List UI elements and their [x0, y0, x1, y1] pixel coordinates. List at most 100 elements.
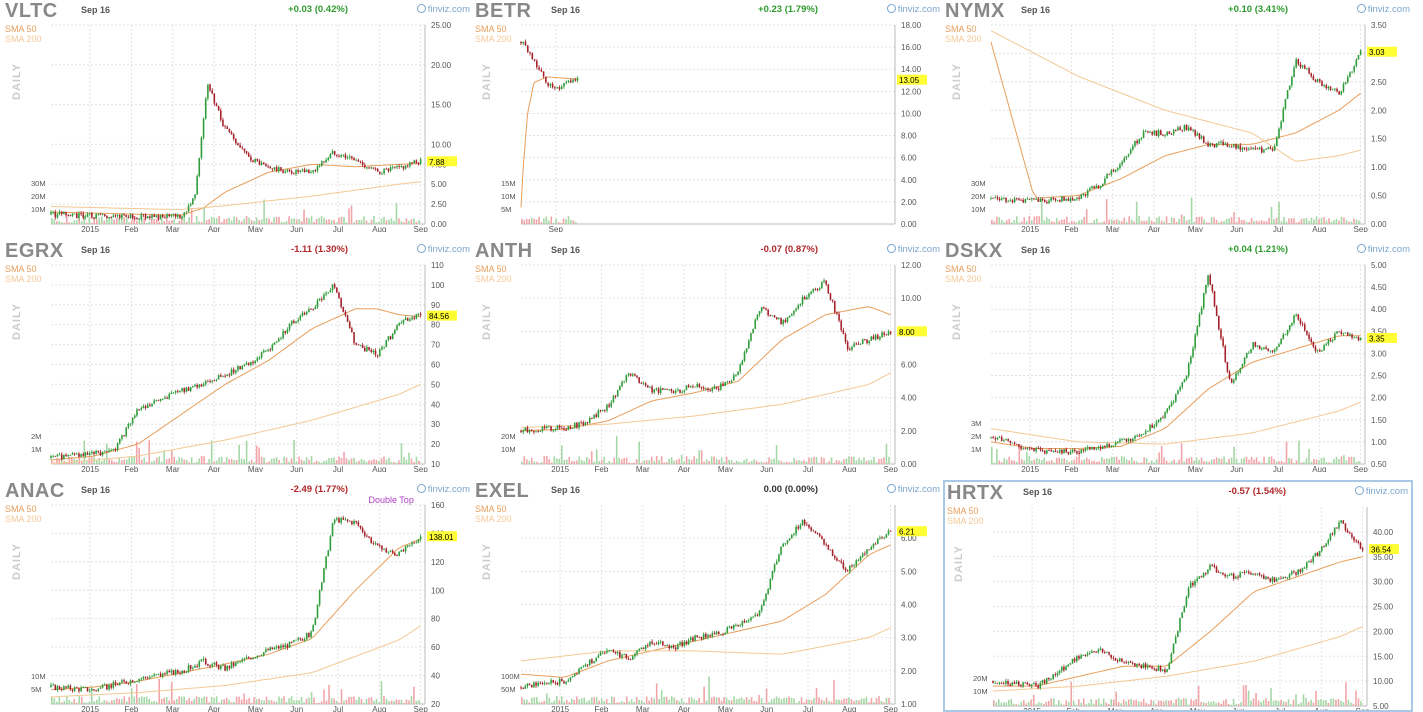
candle-body [994, 438, 997, 440]
finviz-brand[interactable]: finviz.com [1356, 4, 1410, 15]
volume-bar [378, 702, 380, 704]
candle-body [1033, 448, 1035, 452]
finviz-brand[interactable]: finviz.com [886, 484, 940, 495]
candle-body [97, 688, 100, 691]
y-tick-label: 35.00 [1373, 553, 1394, 562]
candle-body [1071, 198, 1074, 201]
volume-bar [1080, 460, 1083, 464]
volume-bar [390, 461, 393, 464]
candle-body [1258, 147, 1261, 150]
volume-bar [1160, 446, 1163, 464]
candle-body [1048, 450, 1050, 452]
volume-bar [578, 456, 581, 464]
volume-bar [748, 699, 750, 704]
chart-panel-hrtx[interactable]: 5.00 10.00 15.00 20.00 25.00 30.00 35.00 40.00 2… [943, 480, 1413, 712]
candle-body [95, 214, 97, 219]
volume-bar [123, 696, 126, 704]
volume-bar [1063, 458, 1066, 464]
volume-bar [755, 460, 758, 464]
volume-bar [853, 456, 855, 464]
chart-svg: 0.002.004.006.008.0010.0012.002015FebMar… [501, 261, 927, 472]
chart-panel-exel[interactable]: 1.00 2.00 3.00 4.00 5.00 6.00 2015 Feb Mar Apr May… [473, 480, 943, 712]
candle-body [724, 382, 726, 386]
chart-panel-anac[interactable]: 204060801001201401602015FebMarAprMayJunJ… [3, 480, 473, 712]
volume-bar [90, 222, 93, 224]
candle-body [1299, 319, 1302, 324]
chart-panel-nymx[interactable]: 0.000.501.001.502.002.503.003.502015FebM… [943, 0, 1413, 232]
volume-bar [530, 457, 533, 464]
volume-bar [155, 218, 158, 224]
candle-body [303, 639, 306, 641]
y-tick-label: 12.00 [901, 87, 922, 96]
volume-bar [848, 456, 850, 464]
volume-bar [418, 460, 420, 464]
volume-bar [1188, 219, 1190, 224]
chart-svg: 204060801001201401602015FebMarAprMayJunJ… [31, 495, 457, 712]
finviz-brand[interactable]: finviz.com [886, 4, 940, 15]
candle-body [383, 346, 385, 348]
candle-body [1310, 338, 1313, 342]
candle-body [1342, 84, 1345, 92]
volume-bar [205, 696, 208, 704]
candle-body [1340, 91, 1343, 95]
sma50-line [990, 335, 1361, 449]
volume-bar [223, 462, 225, 464]
sma50-legend: SMA 50 [5, 504, 37, 514]
candle-body [247, 657, 250, 659]
volume-bar [380, 458, 383, 464]
candle-body [1301, 65, 1304, 68]
volume-bar [1223, 221, 1225, 224]
volume-bar [1283, 216, 1285, 224]
chart-panel-egrx[interactable]: 10 20 30 40 50 60 70 80 90 100 110 2015 Feb Mar Apr May… [3, 240, 473, 472]
volume-bar [51, 217, 53, 224]
volume-bar [1050, 221, 1053, 224]
candle-body [411, 162, 413, 164]
volume-bar [800, 697, 803, 704]
volume-bar [583, 461, 586, 464]
volume-bar [615, 435, 618, 464]
candle-body [159, 673, 162, 677]
volume-bar [278, 459, 280, 464]
candle-body [702, 387, 705, 389]
candle-body [868, 549, 870, 551]
finviz-brand[interactable]: finviz.com [416, 484, 470, 495]
candle-body [1224, 574, 1226, 577]
volume-bar [1168, 222, 1170, 224]
volume-bar [655, 456, 658, 464]
volume-bar [148, 440, 151, 464]
finviz-brand[interactable]: finviz.com [416, 4, 470, 15]
last-price-tag [1367, 332, 1397, 343]
y-tick-label: 2.00 [901, 427, 917, 436]
chart-panel-betr[interactable]: 0.00 2.00 4.00 6.00 8.00 10.00 12.00 14.00 16.00… [473, 0, 943, 232]
chart-panel-anth[interactable]: 0.002.004.006.008.0010.0012.002015FebMar… [473, 240, 943, 472]
volume-bar [788, 696, 790, 704]
finviz-brand[interactable]: finviz.com [886, 244, 940, 255]
chart-panel-dskx[interactable]: 0.50 1.00 1.50 2.00 2.50 3.00 3.50 4.00 4.50 5.00… [943, 240, 1413, 472]
chart-panel-vltc[interactable]: 0.002.505.007.5010.0015.0020.0025.002015… [3, 0, 473, 232]
candle-body [250, 658, 252, 660]
candle-body [1278, 344, 1280, 347]
volume-bar [203, 696, 205, 704]
volume-bar [1053, 462, 1056, 464]
candle-body [741, 360, 744, 365]
candle-body [561, 427, 563, 429]
candle-body [595, 657, 598, 662]
volume-bar [110, 700, 113, 704]
volume-bar [100, 702, 103, 704]
volume-bar [1118, 220, 1120, 224]
candle-body [1303, 324, 1306, 331]
candle-body [1239, 145, 1242, 150]
finviz-brand[interactable]: finviz.com [416, 244, 470, 255]
candle-body [722, 383, 724, 386]
volume-bar [523, 699, 526, 704]
finviz-brand[interactable]: finviz.com [1354, 486, 1408, 497]
candle-body [174, 670, 177, 675]
finviz-brand[interactable]: finviz.com [1356, 244, 1410, 255]
candle-body [1166, 408, 1169, 413]
candle-body [780, 318, 782, 325]
volume-bar [708, 461, 710, 464]
candle-body [788, 315, 791, 318]
candle-body [825, 544, 827, 546]
volume-bar [333, 698, 335, 704]
candle-body [110, 217, 112, 218]
